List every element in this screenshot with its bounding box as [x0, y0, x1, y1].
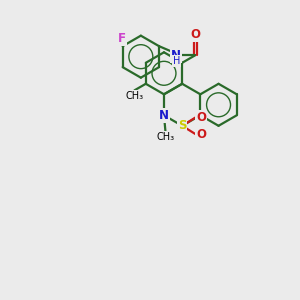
Text: O: O	[196, 128, 206, 141]
Text: N: N	[159, 109, 169, 122]
Text: O: O	[190, 28, 200, 41]
Text: N: N	[171, 49, 181, 62]
Text: CH₃: CH₃	[156, 132, 175, 142]
Text: S: S	[178, 119, 186, 132]
Text: O: O	[196, 110, 206, 124]
Text: H: H	[173, 56, 180, 66]
Text: F: F	[118, 32, 126, 45]
Text: CH₃: CH₃	[125, 91, 143, 101]
